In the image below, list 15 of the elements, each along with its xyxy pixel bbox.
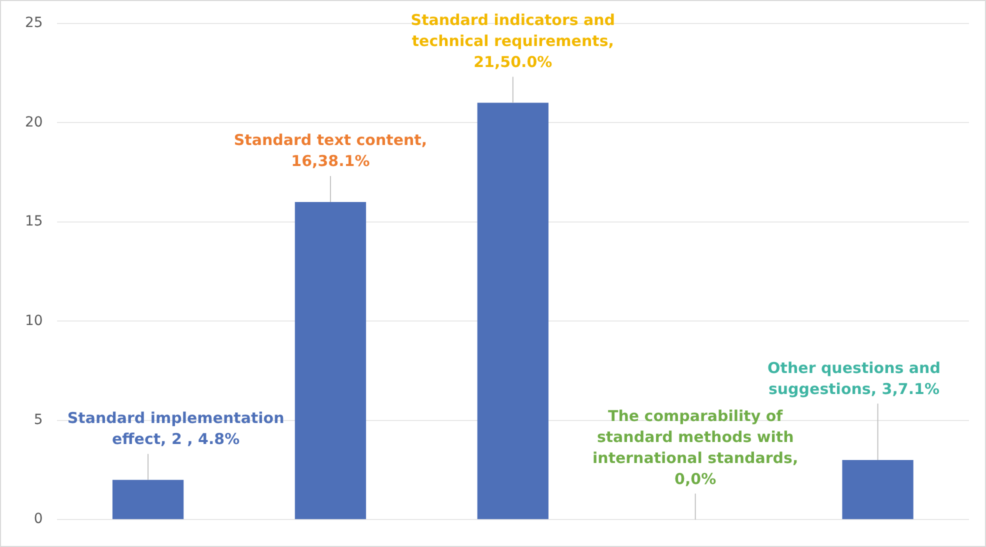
bar bbox=[842, 460, 914, 520]
data-label: Standard implementation effect, 2 , 4.8% bbox=[66, 408, 286, 450]
y-tick-label: 10 bbox=[24, 312, 43, 329]
bar bbox=[477, 102, 548, 520]
data-label: Standard indicators and technical requirements, 21,50.0% bbox=[410, 10, 616, 73]
y-tick-label: 15 bbox=[24, 214, 43, 230]
y-tick-label: 5 bbox=[34, 412, 43, 428]
y-tick-label: 20 bbox=[24, 114, 43, 130]
y-tick-label: 0 bbox=[34, 511, 43, 528]
bar bbox=[112, 480, 184, 520]
data-label: Other questions and suggestions, 3,7.1% bbox=[766, 358, 942, 400]
data-label: Standard text content, 16,38.1% bbox=[232, 130, 428, 172]
y-tick-label: 25 bbox=[24, 15, 43, 32]
data-label: The comparability of standard methods with international standards, 0,0% bbox=[592, 406, 800, 490]
bar bbox=[294, 202, 366, 520]
